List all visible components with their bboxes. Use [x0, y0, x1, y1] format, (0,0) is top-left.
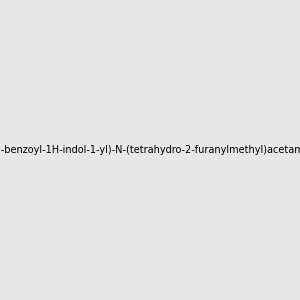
Text: 2-(3-benzoyl-1H-indol-1-yl)-N-(tetrahydro-2-furanylmethyl)acetamide: 2-(3-benzoyl-1H-indol-1-yl)-N-(tetrahydr… [0, 145, 300, 155]
